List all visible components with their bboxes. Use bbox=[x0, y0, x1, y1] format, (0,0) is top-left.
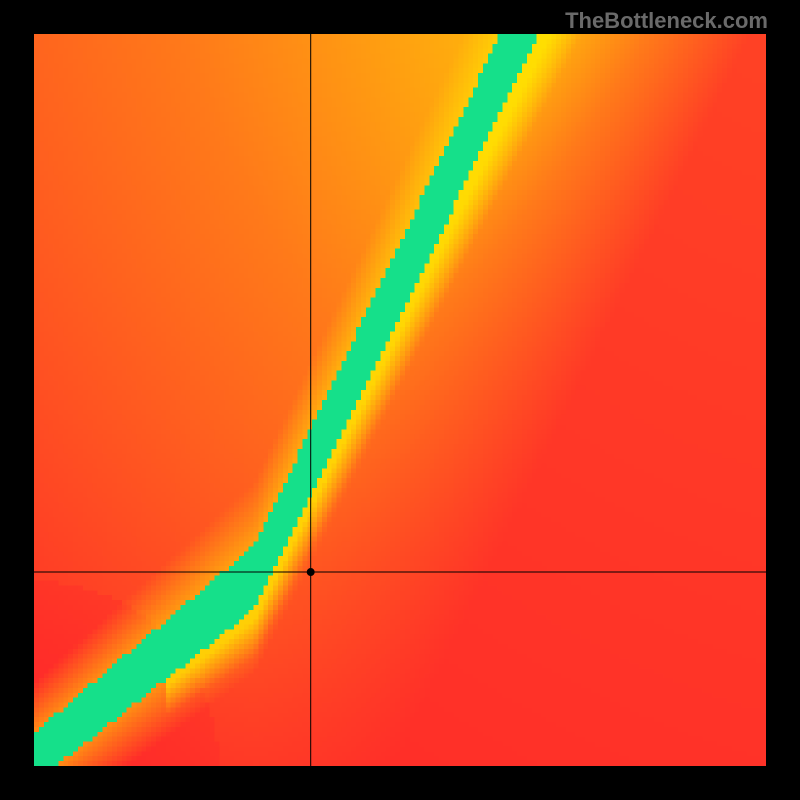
chart-container: TheBottleneck.com bbox=[0, 0, 800, 800]
bottleneck-heatmap bbox=[34, 34, 766, 766]
attribution-text: TheBottleneck.com bbox=[565, 8, 768, 34]
